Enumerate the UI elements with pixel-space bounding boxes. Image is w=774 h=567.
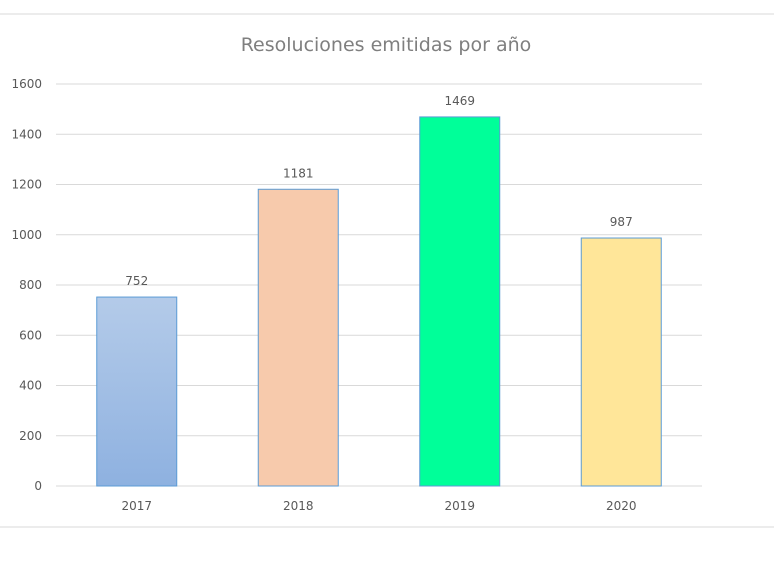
bar-2017 (96, 296, 178, 487)
y-tick-label: 0 (34, 479, 42, 493)
y-tick-label: 1200 (11, 178, 42, 192)
data-labels: 752 1181 1469 987 (125, 94, 632, 288)
y-tick-label: 400 (19, 379, 42, 393)
bar-2020 (580, 237, 662, 487)
bar-2019 (419, 116, 501, 487)
y-tick-label: 200 (19, 429, 42, 443)
y-axis: 0 200 400 600 800 1000 1200 1400 1600 (11, 77, 42, 493)
bars (96, 116, 662, 487)
y-tick-label: 1400 (11, 127, 42, 141)
y-tick-label: 1000 (11, 228, 42, 242)
data-label-2018: 1181 (283, 166, 314, 180)
x-axis: 2017 2018 2019 2020 (121, 499, 636, 513)
y-tick-label: 600 (19, 328, 42, 342)
data-label-2017: 752 (125, 274, 148, 288)
chart-title: Resoluciones emitidas por año (241, 34, 532, 56)
data-label-2020: 987 (610, 215, 633, 229)
x-tick-label-2019: 2019 (444, 499, 475, 513)
y-tick-label: 800 (19, 278, 42, 292)
x-tick-label-2020: 2020 (606, 499, 637, 513)
y-tick-label: 1600 (11, 77, 42, 91)
data-label-2019: 1469 (444, 94, 475, 108)
x-tick-label-2018: 2018 (283, 499, 314, 513)
x-tick-label-2017: 2017 (121, 499, 152, 513)
bar-2018 (257, 188, 339, 487)
